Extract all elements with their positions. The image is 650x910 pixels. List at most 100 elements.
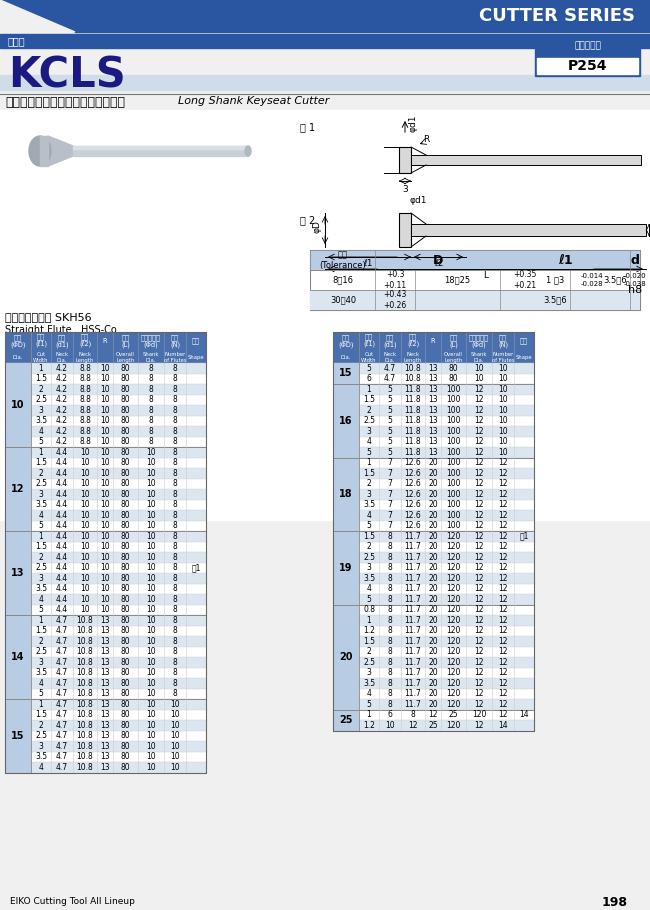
Text: 3: 3 bbox=[38, 658, 44, 667]
Bar bbox=[5, 437, 206, 447]
Text: 4.2: 4.2 bbox=[56, 385, 68, 394]
Text: 12: 12 bbox=[474, 573, 484, 582]
Text: EIKO Cutting Tool All Lineup: EIKO Cutting Tool All Lineup bbox=[10, 897, 135, 906]
Text: 切削条件表: 切削条件表 bbox=[574, 42, 601, 50]
Text: 10: 10 bbox=[100, 364, 110, 373]
Text: ℓ2: ℓ2 bbox=[434, 259, 443, 268]
Text: 1.5: 1.5 bbox=[35, 626, 47, 635]
Text: 10: 10 bbox=[498, 448, 508, 457]
Text: 10: 10 bbox=[11, 400, 25, 410]
Text: 10: 10 bbox=[80, 448, 90, 457]
Text: 12: 12 bbox=[499, 668, 508, 677]
Bar bbox=[5, 468, 206, 479]
Text: 12.6: 12.6 bbox=[404, 469, 421, 478]
Bar bbox=[333, 332, 534, 352]
Text: 10: 10 bbox=[146, 658, 156, 667]
Bar bbox=[73, 146, 248, 149]
Text: 10.8: 10.8 bbox=[77, 647, 94, 656]
Text: 刃数
(N): 刃数 (N) bbox=[498, 334, 508, 348]
Bar bbox=[5, 657, 206, 668]
Text: D: D bbox=[432, 254, 443, 267]
Text: 4.4: 4.4 bbox=[56, 531, 68, 541]
Text: 100: 100 bbox=[447, 437, 461, 446]
Text: 10.8: 10.8 bbox=[77, 753, 94, 762]
Bar bbox=[5, 541, 206, 552]
Bar bbox=[5, 552, 206, 562]
Text: 100: 100 bbox=[447, 416, 461, 425]
Text: 10: 10 bbox=[498, 395, 508, 404]
Bar bbox=[333, 395, 534, 405]
Text: 12: 12 bbox=[474, 637, 484, 646]
Text: 20: 20 bbox=[428, 605, 438, 614]
Text: φd1: φd1 bbox=[410, 196, 428, 205]
Text: 4.4: 4.4 bbox=[56, 552, 68, 561]
Text: 80: 80 bbox=[121, 416, 130, 425]
Text: 11.7: 11.7 bbox=[404, 616, 421, 625]
Text: 10.8: 10.8 bbox=[77, 742, 94, 751]
Text: 12: 12 bbox=[474, 448, 484, 457]
Text: 12: 12 bbox=[474, 563, 484, 572]
Text: 刃径
(ΦD): 刃径 (ΦD) bbox=[10, 334, 26, 348]
Text: 2.5: 2.5 bbox=[363, 658, 375, 667]
Text: 12: 12 bbox=[499, 605, 508, 614]
Bar bbox=[333, 615, 534, 625]
Text: 13: 13 bbox=[428, 416, 438, 425]
Text: 12: 12 bbox=[499, 679, 508, 688]
Text: 10.8: 10.8 bbox=[77, 616, 94, 625]
Text: 11.7: 11.7 bbox=[404, 595, 421, 603]
Text: 5: 5 bbox=[38, 521, 44, 531]
Text: 10: 10 bbox=[80, 584, 90, 593]
Text: 10: 10 bbox=[146, 700, 156, 709]
Text: 1.5: 1.5 bbox=[35, 710, 47, 719]
Text: 13: 13 bbox=[100, 753, 110, 762]
Text: 30～40: 30～40 bbox=[330, 296, 356, 305]
Text: 3: 3 bbox=[38, 742, 44, 751]
Text: 100: 100 bbox=[447, 385, 461, 394]
Bar bbox=[333, 541, 534, 552]
Text: 8: 8 bbox=[149, 395, 153, 404]
Text: 20: 20 bbox=[428, 689, 438, 698]
Text: 10: 10 bbox=[80, 480, 90, 489]
Text: 14: 14 bbox=[11, 652, 25, 662]
Text: 首長
(ℓ2): 首長 (ℓ2) bbox=[407, 334, 419, 349]
Text: 10: 10 bbox=[146, 521, 156, 531]
Text: 1.5: 1.5 bbox=[363, 531, 375, 541]
Text: 80: 80 bbox=[121, 700, 130, 709]
Text: 5: 5 bbox=[38, 437, 44, 446]
Text: 4.4: 4.4 bbox=[56, 584, 68, 593]
Bar bbox=[5, 594, 206, 604]
Text: 1.2: 1.2 bbox=[363, 721, 375, 730]
Text: 1: 1 bbox=[367, 459, 371, 467]
Text: 10: 10 bbox=[80, 573, 90, 582]
Bar bbox=[310, 290, 640, 310]
Text: 1.5: 1.5 bbox=[35, 374, 47, 383]
Text: 8: 8 bbox=[173, 385, 177, 394]
Text: 12.6: 12.6 bbox=[404, 490, 421, 499]
Bar bbox=[5, 112, 270, 190]
Text: 10: 10 bbox=[170, 763, 180, 772]
Text: 4.4: 4.4 bbox=[56, 469, 68, 478]
Text: 3: 3 bbox=[38, 573, 44, 582]
Text: シャンク径
(Φd): シャンク径 (Φd) bbox=[141, 334, 161, 348]
Text: 80: 80 bbox=[121, 542, 130, 551]
Text: 8: 8 bbox=[387, 616, 393, 625]
Text: ハイス: ハイス bbox=[8, 36, 25, 46]
Text: 3.5: 3.5 bbox=[35, 668, 47, 677]
Text: 100: 100 bbox=[447, 511, 461, 520]
Text: 8: 8 bbox=[387, 679, 393, 688]
Text: 10: 10 bbox=[80, 511, 90, 520]
Text: 10: 10 bbox=[474, 374, 484, 383]
Text: 10: 10 bbox=[146, 626, 156, 635]
Text: 120: 120 bbox=[447, 689, 461, 698]
Text: 25: 25 bbox=[428, 721, 438, 730]
Bar bbox=[5, 741, 206, 752]
Text: 20: 20 bbox=[428, 679, 438, 688]
Text: 8: 8 bbox=[149, 416, 153, 425]
Polygon shape bbox=[0, 0, 75, 32]
Text: 13: 13 bbox=[100, 742, 110, 751]
Text: 10: 10 bbox=[498, 406, 508, 415]
Text: 20: 20 bbox=[428, 647, 438, 656]
Text: Straight Flute   HSS-Co.: Straight Flute HSS-Co. bbox=[5, 325, 120, 335]
Text: 100: 100 bbox=[447, 406, 461, 415]
Bar bbox=[5, 573, 206, 583]
